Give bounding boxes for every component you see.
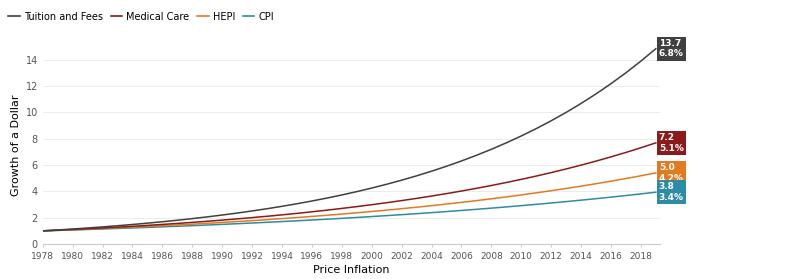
Text: 13.7
6.8%: 13.7 6.8% <box>659 39 684 58</box>
Y-axis label: Growth of a Dollar: Growth of a Dollar <box>11 95 22 196</box>
Text: 3.8
3.4%: 3.8 3.4% <box>659 182 684 202</box>
X-axis label: Price Inflation: Price Inflation <box>314 265 390 275</box>
Legend: Tuition and Fees, Medical Care, HEPI, CPI: Tuition and Fees, Medical Care, HEPI, CP… <box>4 8 278 26</box>
Text: 5.0
4.2%: 5.0 4.2% <box>659 163 684 183</box>
Text: 7.2
5.1%: 7.2 5.1% <box>659 133 684 153</box>
